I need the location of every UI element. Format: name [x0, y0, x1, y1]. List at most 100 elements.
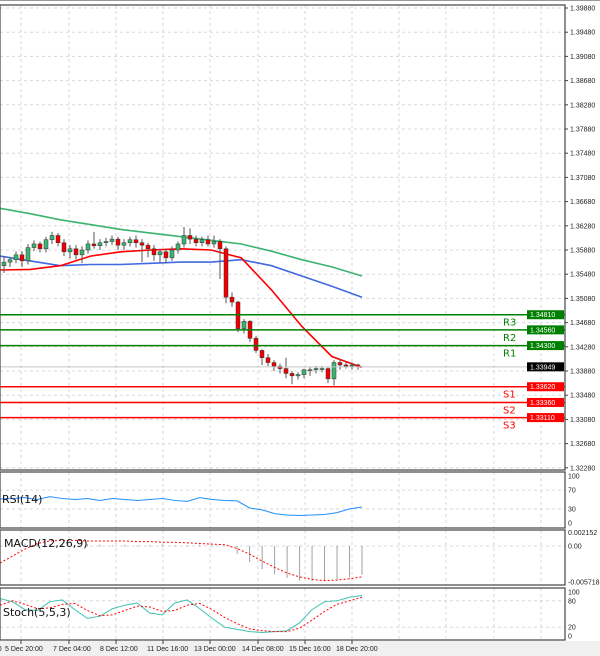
level-price-box	[527, 397, 564, 407]
bearish-candle	[253, 338, 259, 351]
macd-pane[interactable]	[0, 539, 363, 582]
bearish-candle	[271, 362, 277, 367]
bearish-candle	[151, 248, 157, 256]
level-label-r1: R1	[503, 349, 516, 360]
x-tick-label: 8 Dec 12:00	[100, 646, 138, 653]
bearish-candle	[259, 350, 265, 358]
x-tick-label: 5 Dec 20:00	[5, 646, 43, 653]
y-tick-label: 1.37480	[570, 151, 595, 158]
bullish-candle	[241, 321, 247, 329]
level-label-s1: S1	[503, 390, 516, 401]
bearish-candle	[205, 239, 211, 245]
rsi-tick-label: 30	[568, 506, 576, 513]
stoch-tick-label: 80	[568, 598, 576, 605]
pane-border	[0, 529, 566, 586]
y-tick-label: 1.33880	[570, 369, 595, 376]
y-tick-label: 1.38280	[570, 102, 595, 109]
bearish-candle	[163, 251, 169, 259]
rsi-tick-label: 100	[568, 474, 580, 481]
level-price-box	[527, 382, 564, 392]
bearish-candle	[229, 296, 235, 303]
bearish-candle	[283, 368, 289, 374]
bullish-candle	[307, 369, 313, 372]
bearish-candle	[73, 248, 79, 256]
y-tick-label: 1.33480	[570, 393, 595, 400]
bearish-candle	[187, 235, 193, 240]
bearish-candle	[61, 242, 67, 253]
stoch-tick-label: 20	[568, 625, 576, 632]
moving-average-line	[0, 207, 363, 277]
stoch-pane[interactable]	[0, 595, 363, 633]
y-tick-label: 1.34680	[570, 320, 595, 327]
level-label-r2: R2	[503, 333, 516, 344]
bullish-candle	[79, 249, 85, 256]
level-price-box	[527, 341, 564, 351]
x-tick-label: 14 Dec 08:00	[242, 646, 284, 653]
y-tick-label: 1.35480	[570, 272, 595, 279]
macd-tick-label: -0.005718	[568, 580, 600, 587]
rsi-pane[interactable]	[0, 496, 363, 516]
bullish-candle	[97, 242, 103, 247]
level-price-box	[527, 325, 564, 335]
bullish-candle	[319, 368, 325, 370]
bullish-candle	[43, 239, 49, 250]
macd-tick-label: 0.002152	[568, 530, 597, 537]
level-label-r3: R3	[503, 318, 516, 329]
bullish-candle	[295, 374, 301, 377]
y-tick-label: 1.35080	[570, 296, 595, 303]
bullish-candle	[85, 243, 91, 251]
bearish-candle	[139, 242, 145, 246]
bullish-candle	[313, 368, 319, 371]
level-price-label: 1.33110	[530, 415, 555, 422]
pane-border	[0, 471, 566, 529]
time-axis-background	[0, 641, 600, 656]
y-tick-label: 1.39880	[570, 6, 595, 13]
y-tick-label: 1.32680	[570, 441, 595, 448]
macd-tick-label: 0.00	[568, 544, 582, 551]
level-price-label: 1.33360	[530, 400, 555, 407]
rsi-tick-label: 0	[568, 521, 572, 528]
x-tick-label: 2:00	[0, 646, 2, 653]
bullish-candle	[67, 248, 73, 253]
bullish-candle	[331, 362, 337, 380]
y-tick-label: 1.37080	[570, 175, 595, 182]
rsi-line	[0, 496, 363, 516]
bullish-candle	[103, 241, 109, 243]
y-tick-label: 1.33080	[570, 417, 595, 424]
bearish-candle	[193, 238, 199, 243]
pane-border	[0, 4, 566, 471]
stoch-tick-label: 100	[568, 590, 580, 597]
x-tick-label: 7 Dec 04:00	[53, 646, 91, 653]
bullish-candle	[349, 364, 355, 367]
level-price-boxes: 1.34810 1.34560 1.34300 1.33620 1.33360 1.331…	[527, 310, 564, 423]
level-price-label: 1.34810	[530, 312, 555, 319]
bullish-candle	[7, 259, 13, 263]
bearish-candle	[19, 254, 25, 262]
macd-signal-line	[0, 539, 363, 582]
level-price-label: 1.34300	[530, 343, 555, 350]
level-price-label: 1.33620	[530, 384, 555, 391]
bullish-candle	[127, 239, 133, 243]
y-tick-label: 1.32280	[570, 465, 595, 472]
x-tick-label: 13 Dec 00:00	[194, 646, 236, 653]
moving-average-line	[0, 247, 363, 369]
level-price-box	[527, 310, 564, 320]
y-tick-label: 1.37880	[570, 127, 595, 134]
current-price-box	[527, 362, 564, 372]
bearish-candle	[265, 357, 271, 363]
bullish-candle	[157, 251, 163, 256]
x-tick-label: 15 Dec 16:00	[289, 646, 331, 653]
level-price-box	[527, 413, 564, 423]
level-price-label: 1.34560	[530, 327, 555, 334]
level-label-s2: S2	[503, 405, 516, 416]
level-label-s3: S3	[503, 421, 516, 432]
bullish-candle	[31, 243, 37, 248]
bearish-candle	[325, 368, 331, 380]
bullish-candle	[181, 235, 187, 245]
bullish-candle	[109, 238, 115, 242]
price-pane[interactable]: R3 R2 R1 S1 S2 S3	[0, 207, 565, 432]
macd-title: MACD(12,26,9)	[4, 537, 88, 550]
bullish-candle	[301, 369, 307, 375]
